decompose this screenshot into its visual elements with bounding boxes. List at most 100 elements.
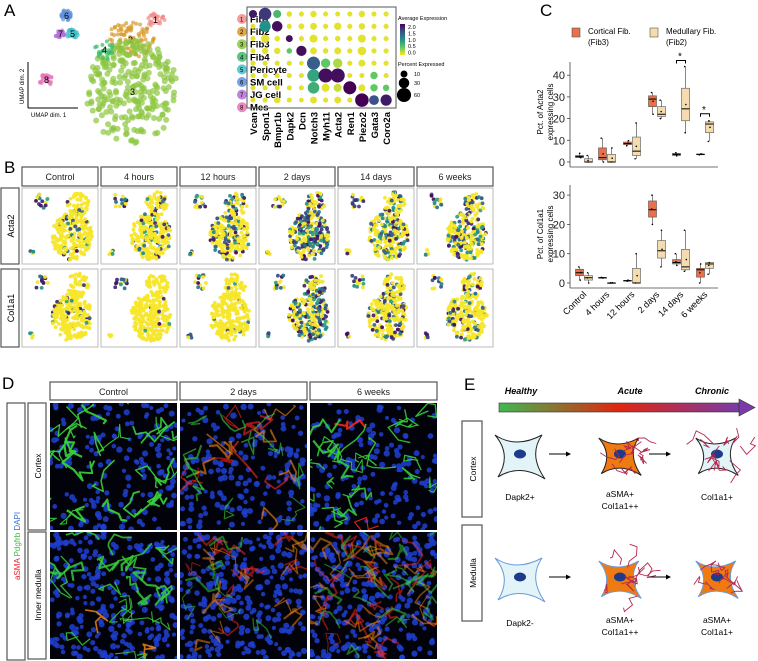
- cell-point: [312, 256, 317, 261]
- umap-point: [105, 53, 110, 58]
- nucleus: [140, 460, 145, 466]
- cell-point: [390, 281, 395, 285]
- cell-point: [450, 235, 455, 240]
- cell-point: [472, 334, 477, 339]
- cell-point: [306, 315, 311, 319]
- cell-point: [68, 196, 73, 201]
- cell-point: [456, 228, 461, 232]
- data-point: [628, 279, 630, 282]
- umap-point: [128, 27, 133, 32]
- umap-cluster-fib4: 4: [93, 39, 115, 62]
- nucleus: [257, 519, 262, 525]
- cell-point: [282, 199, 286, 204]
- cell-point: [90, 234, 94, 238]
- umap-point: [56, 31, 61, 36]
- cell-point: [233, 334, 238, 339]
- legend-cortical-line1: Cortical Fib.: [588, 27, 631, 36]
- cell-point: [83, 246, 88, 251]
- x-tick-label: 6 weeks: [679, 289, 710, 320]
- cell-point: [156, 195, 161, 200]
- cell-point: [216, 221, 221, 225]
- cell-point: [234, 250, 238, 255]
- cell-point: [400, 197, 405, 202]
- nucleus: [114, 655, 119, 659]
- dot: [371, 11, 377, 17]
- cell-point: [275, 273, 280, 278]
- dot: [369, 95, 379, 105]
- data-point: [707, 273, 709, 276]
- feature-plot: [100, 187, 178, 265]
- legend-label: JG cell: [250, 90, 281, 101]
- cell-point: [244, 306, 249, 311]
- cell-point: [161, 323, 166, 328]
- size-legend-title: Percent Expressed: [398, 62, 444, 68]
- cell-point: [154, 224, 159, 229]
- cell-point: [298, 308, 302, 313]
- cell-point: [392, 216, 397, 220]
- cell-point: [133, 300, 138, 305]
- cell-point: [152, 211, 157, 216]
- cell-point: [245, 225, 250, 230]
- cell-point: [153, 298, 158, 302]
- cell-point: [71, 221, 76, 226]
- cell-point: [217, 324, 221, 329]
- significance-marker: *: [702, 105, 706, 116]
- timepoint-header: [179, 166, 257, 187]
- cell-point: [476, 217, 481, 222]
- cell-point: [394, 220, 399, 225]
- color-tick: 1.0: [408, 38, 416, 44]
- micrograph: [180, 403, 307, 530]
- cell-point: [228, 193, 232, 198]
- dot: [333, 83, 342, 92]
- cell-point: [67, 326, 72, 331]
- data-point: [579, 279, 582, 281]
- cell-point: [241, 198, 246, 203]
- cell-point: [475, 284, 480, 289]
- cell-point: [390, 192, 395, 197]
- nucleus: [52, 503, 58, 509]
- dot: [358, 23, 366, 30]
- cell-point: [469, 234, 474, 239]
- nucleus: [166, 455, 171, 461]
- umap-point: [118, 114, 125, 121]
- cell-point: [66, 307, 70, 311]
- cell-point: [152, 332, 157, 337]
- cell-point: [301, 231, 306, 236]
- cell-point: [231, 319, 235, 324]
- cell-point: [394, 310, 398, 314]
- cell-point: [212, 300, 217, 305]
- nucleus: [139, 542, 144, 548]
- cell-point: [372, 317, 377, 321]
- nucleus: [228, 474, 235, 481]
- umap-point: [125, 51, 132, 58]
- nucleus: [165, 643, 171, 648]
- cell-point: [59, 236, 64, 241]
- panel-label-b: B: [4, 158, 15, 177]
- dot: [323, 23, 329, 29]
- dot: [357, 46, 367, 56]
- umap-point: [89, 64, 96, 71]
- cell-point: [388, 329, 393, 334]
- cell-point: [380, 325, 384, 330]
- nucleus: [198, 512, 204, 519]
- umap-point: [140, 94, 147, 101]
- cell-point: [352, 204, 357, 209]
- cell-point: [161, 296, 166, 301]
- cell-point: [367, 324, 372, 328]
- cell-point: [318, 191, 323, 196]
- umap-point: [86, 91, 93, 98]
- cell-point: [139, 232, 144, 236]
- umap-point: [129, 114, 136, 121]
- cell-point: [231, 307, 235, 312]
- cell-point: [229, 228, 234, 233]
- micrograph-column-label: 2 days: [230, 387, 257, 397]
- nucleus: [109, 603, 115, 609]
- cell-point: [480, 242, 485, 246]
- umap-cluster-jg-cell: 7: [53, 28, 67, 40]
- dot: [320, 58, 331, 68]
- nucleus: [139, 620, 145, 626]
- dot: [383, 11, 389, 17]
- data-point: [610, 161, 613, 163]
- cell-point: [135, 220, 140, 225]
